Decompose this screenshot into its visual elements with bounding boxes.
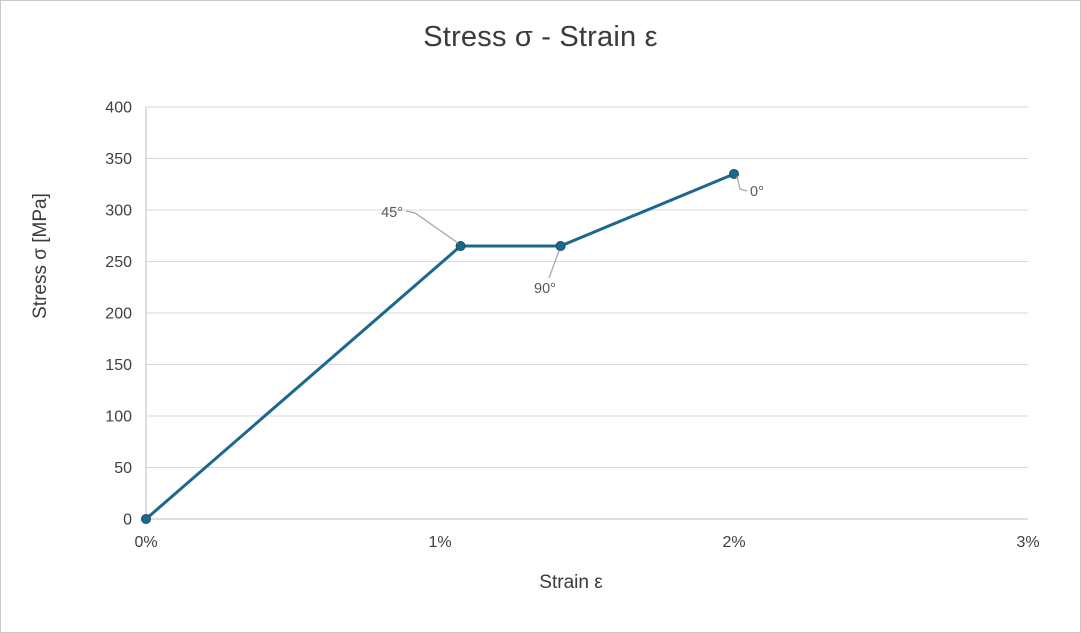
data-point-marker — [555, 241, 566, 252]
data-point-marker — [455, 241, 466, 252]
y-tick-label: 400 — [105, 100, 132, 117]
data-point-marker — [141, 514, 151, 524]
y-axis-title: Stress σ [MPa] — [30, 193, 51, 319]
x-tick-label: 1% — [428, 534, 451, 551]
data-point-marker — [729, 168, 739, 179]
y-tick-label: 50 — [114, 460, 132, 477]
annotation-leader — [736, 175, 748, 192]
y-tick-label: 350 — [105, 151, 132, 168]
x-tick-label: 0% — [134, 534, 157, 551]
annotation-leader — [548, 250, 560, 279]
series-line — [144, 172, 736, 521]
y-tick-label: 200 — [105, 306, 132, 323]
annotation-label: 45° — [381, 205, 403, 221]
x-tick-label: 3% — [1016, 534, 1039, 551]
x-tick-label: 2% — [722, 534, 745, 551]
y-tick-label: 0 — [123, 512, 132, 529]
annotation-label: 90° — [534, 281, 556, 297]
annotation-label: 0° — [750, 184, 764, 200]
annotation-leader — [405, 210, 459, 244]
y-tick-label: 150 — [105, 357, 132, 374]
y-tick-label: 100 — [105, 409, 132, 426]
y-tick-label: 300 — [105, 203, 132, 220]
y-tick-label: 250 — [105, 254, 132, 271]
x-axis-title: Strain ε — [539, 572, 603, 593]
chart-title: Stress σ - Strain ε — [423, 21, 658, 53]
